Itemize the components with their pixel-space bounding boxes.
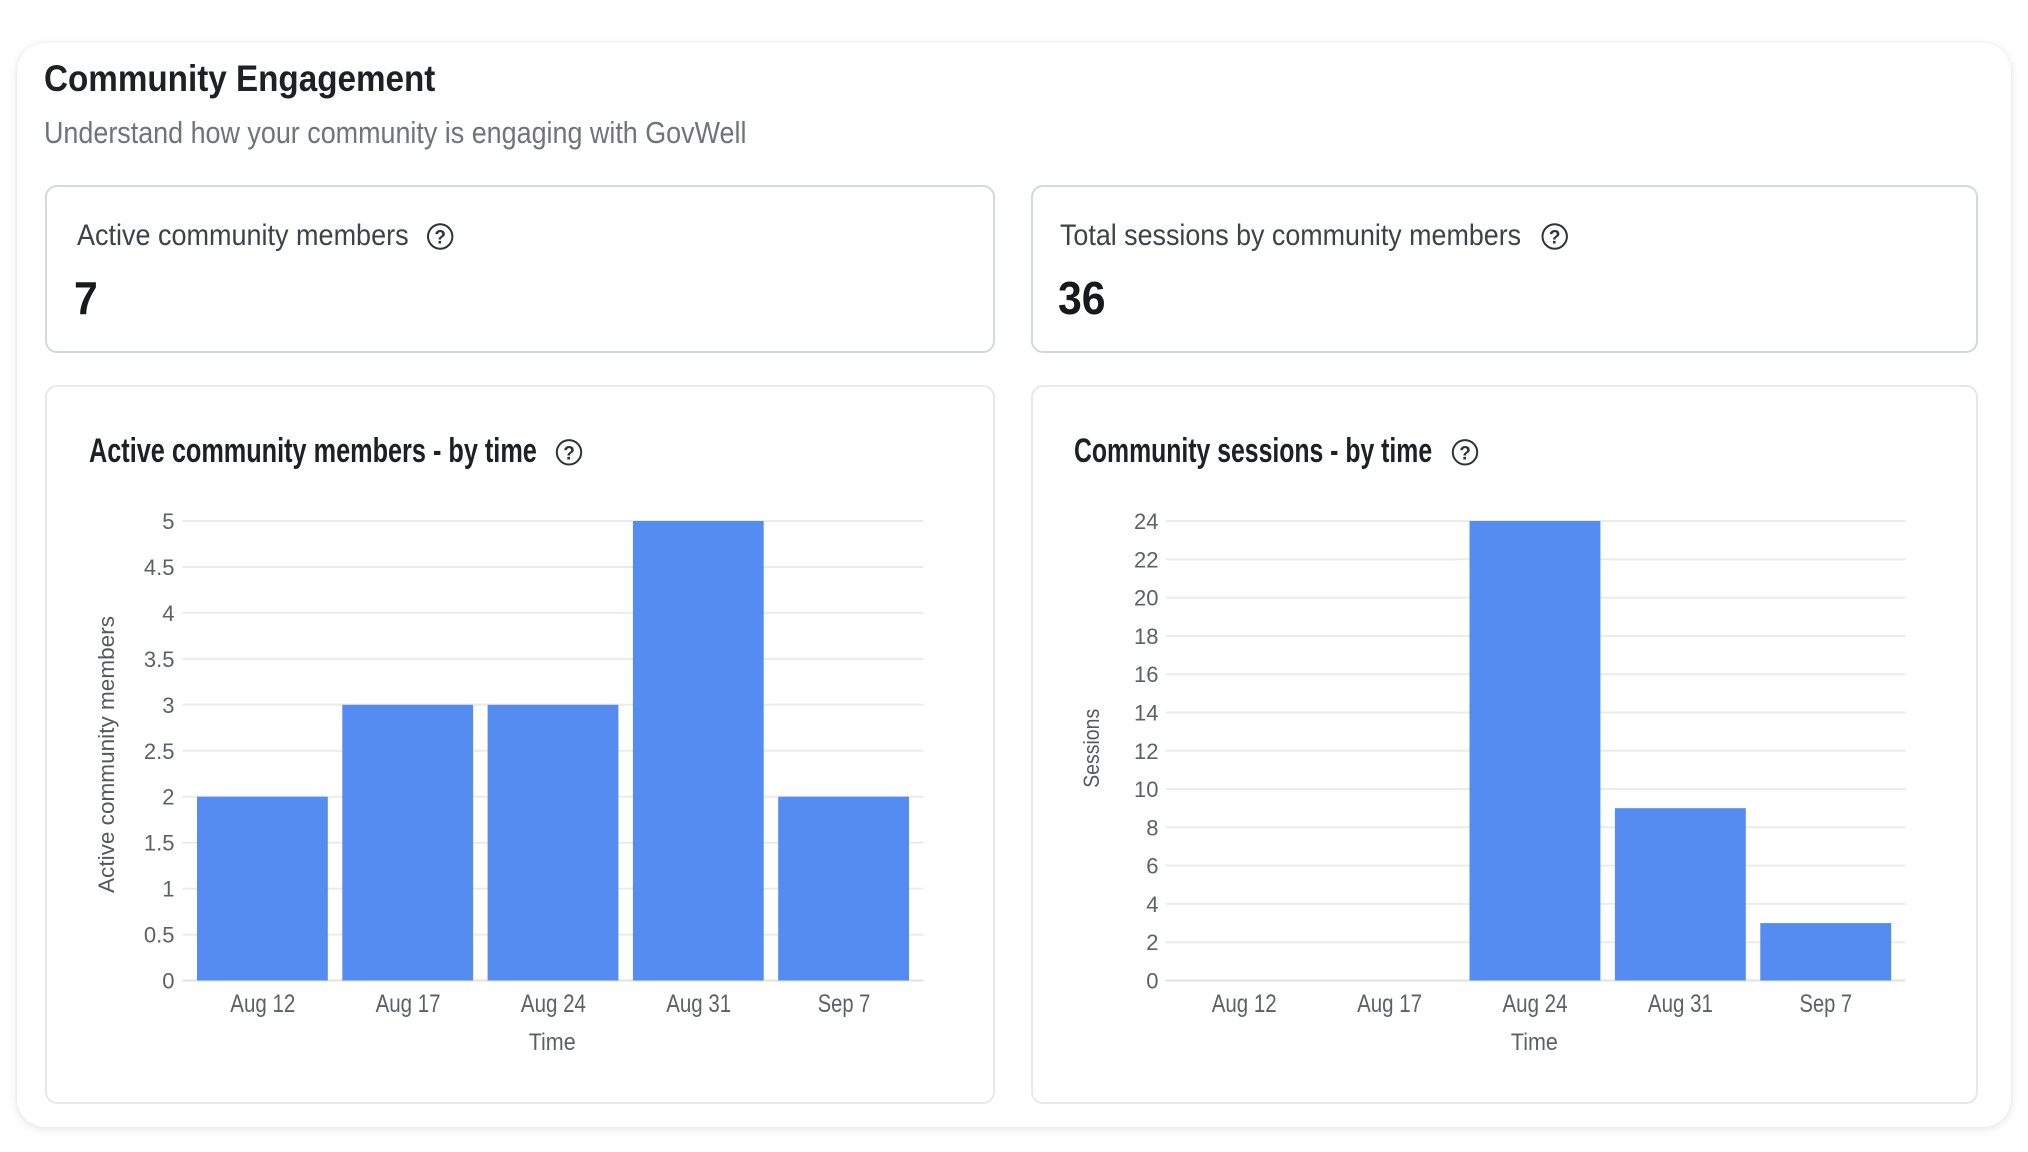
svg-text:16: 16 bbox=[1134, 662, 1158, 687]
svg-text:1: 1 bbox=[162, 877, 174, 902]
svg-text:8: 8 bbox=[1146, 815, 1158, 840]
svg-text:Aug 24: Aug 24 bbox=[521, 990, 586, 1018]
svg-text:Time: Time bbox=[1511, 1029, 1558, 1056]
svg-text:5: 5 bbox=[162, 509, 174, 534]
svg-text:0.5: 0.5 bbox=[144, 923, 175, 948]
svg-text:Aug 24: Aug 24 bbox=[1503, 990, 1568, 1018]
svg-text:Sessions: Sessions bbox=[1079, 709, 1104, 788]
svg-text:Aug 17: Aug 17 bbox=[376, 990, 441, 1018]
svg-text:10: 10 bbox=[1134, 777, 1158, 802]
svg-text:?: ? bbox=[563, 443, 575, 464]
svg-text:2.5: 2.5 bbox=[144, 739, 175, 764]
svg-text:?: ? bbox=[1459, 443, 1471, 464]
svg-text:Sep 7: Sep 7 bbox=[1800, 990, 1853, 1018]
svg-text:Aug 17: Aug 17 bbox=[1357, 990, 1422, 1018]
svg-text:4: 4 bbox=[1146, 892, 1158, 917]
svg-text:12: 12 bbox=[1134, 739, 1158, 764]
svg-text:Sep 7: Sep 7 bbox=[818, 990, 871, 1018]
svg-text:Time: Time bbox=[529, 1029, 576, 1056]
svg-text:22: 22 bbox=[1134, 547, 1158, 572]
svg-text:?: ? bbox=[1549, 228, 1561, 249]
svg-text:14: 14 bbox=[1134, 701, 1158, 726]
svg-text:0: 0 bbox=[162, 969, 174, 994]
svg-text:18: 18 bbox=[1134, 624, 1158, 649]
svg-text:24: 24 bbox=[1134, 509, 1158, 534]
svg-text:1.5: 1.5 bbox=[144, 831, 175, 856]
svg-text:0: 0 bbox=[1146, 969, 1158, 994]
svg-text:Aug 12: Aug 12 bbox=[230, 990, 295, 1018]
svg-text:Aug 12: Aug 12 bbox=[1212, 990, 1277, 1018]
svg-text:4.5: 4.5 bbox=[144, 555, 175, 580]
svg-text:4: 4 bbox=[162, 601, 174, 626]
svg-text:Aug 31: Aug 31 bbox=[1648, 990, 1713, 1018]
svg-text:6: 6 bbox=[1146, 854, 1158, 879]
svg-text:3: 3 bbox=[162, 693, 174, 718]
svg-text:20: 20 bbox=[1134, 586, 1158, 611]
svg-text:3.5: 3.5 bbox=[144, 647, 175, 672]
svg-text:Active community members: Active community members bbox=[94, 616, 119, 893]
svg-text:2: 2 bbox=[162, 785, 174, 810]
svg-text:2: 2 bbox=[1146, 930, 1158, 955]
svg-text:?: ? bbox=[434, 228, 446, 249]
svg-text:Aug 31: Aug 31 bbox=[666, 990, 731, 1018]
